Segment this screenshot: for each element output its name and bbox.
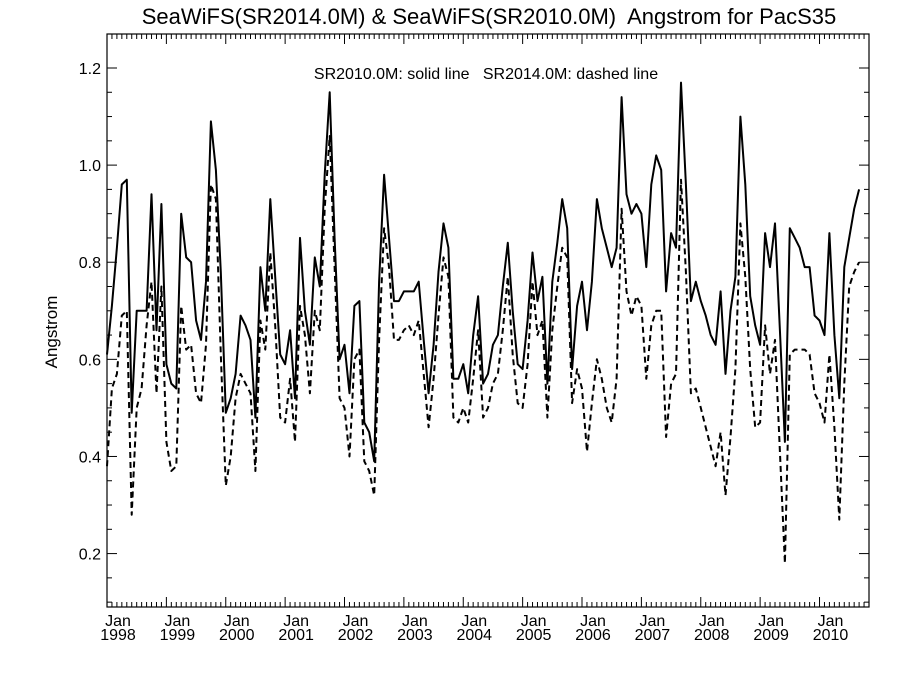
x-tick-label-month: Jan: [580, 613, 606, 630]
x-tick-label-month: Jan: [639, 613, 665, 630]
y-tick-label: 0.8: [79, 255, 101, 272]
x-tick-label-year: 2006: [575, 627, 611, 644]
x-tick-label-month: Jan: [461, 613, 487, 630]
y-axis-label: Angstrom: [42, 296, 61, 369]
x-tick-label-month: Jan: [343, 613, 369, 630]
x-tick-label-year: 2009: [753, 627, 789, 644]
x-tick-label-month: Jan: [164, 613, 190, 630]
x-tick-label-year: 2000: [219, 627, 255, 644]
series-group: [106, 81, 861, 565]
y-tick-label: 0.6: [79, 352, 101, 369]
x-tick-label-year: 2010: [813, 627, 849, 644]
x-tick-label-year: 2007: [635, 627, 671, 644]
x-tick-label-month: Jan: [818, 613, 844, 630]
series-line-sr2010-0m: [106, 81, 861, 463]
y-tick-label: 0.4: [79, 449, 101, 466]
x-tick-label-year: 2004: [456, 627, 492, 644]
y-tick-label: 1.0: [79, 158, 101, 175]
chart-title: SeaWiFS(SR2014.0M) & SeaWiFS(SR2010.0M) …: [142, 4, 836, 29]
x-tick-label-month: Jan: [402, 613, 428, 630]
x-tick-label-year: 2002: [338, 627, 374, 644]
x-tick-label-month: Jan: [758, 613, 784, 630]
x-tick-label-month: Jan: [283, 613, 309, 630]
x-tick-label-month: Jan: [224, 613, 250, 630]
x-tick-label-year: 2005: [516, 627, 552, 644]
legend-text: SR2010.0M: solid line SR2014.0M: dashed …: [314, 66, 658, 83]
x-tick-label-year: 2001: [278, 627, 314, 644]
x-tick-label-month: Jan: [699, 613, 725, 630]
y-tick-label: 0.2: [79, 547, 101, 564]
x-tick-label-year: 1998: [100, 627, 136, 644]
x-tick-label-month: Jan: [521, 613, 547, 630]
y-axis: 0.2 0.4 0.6 0.8 1.0 1.2: [79, 61, 869, 603]
x-tick-label-year: 2008: [694, 627, 730, 644]
x-tick-label-month: Jan: [105, 613, 131, 630]
x-tick-label-year: 1999: [160, 627, 196, 644]
series-line-sr2014-0m: [106, 135, 860, 565]
x-tick-label-year: 2003: [397, 627, 433, 644]
x-axis: Jan1998Jan1999Jan2000Jan2001Jan2002Jan20…: [100, 34, 870, 644]
y-tick-label: 1.2: [79, 61, 101, 78]
